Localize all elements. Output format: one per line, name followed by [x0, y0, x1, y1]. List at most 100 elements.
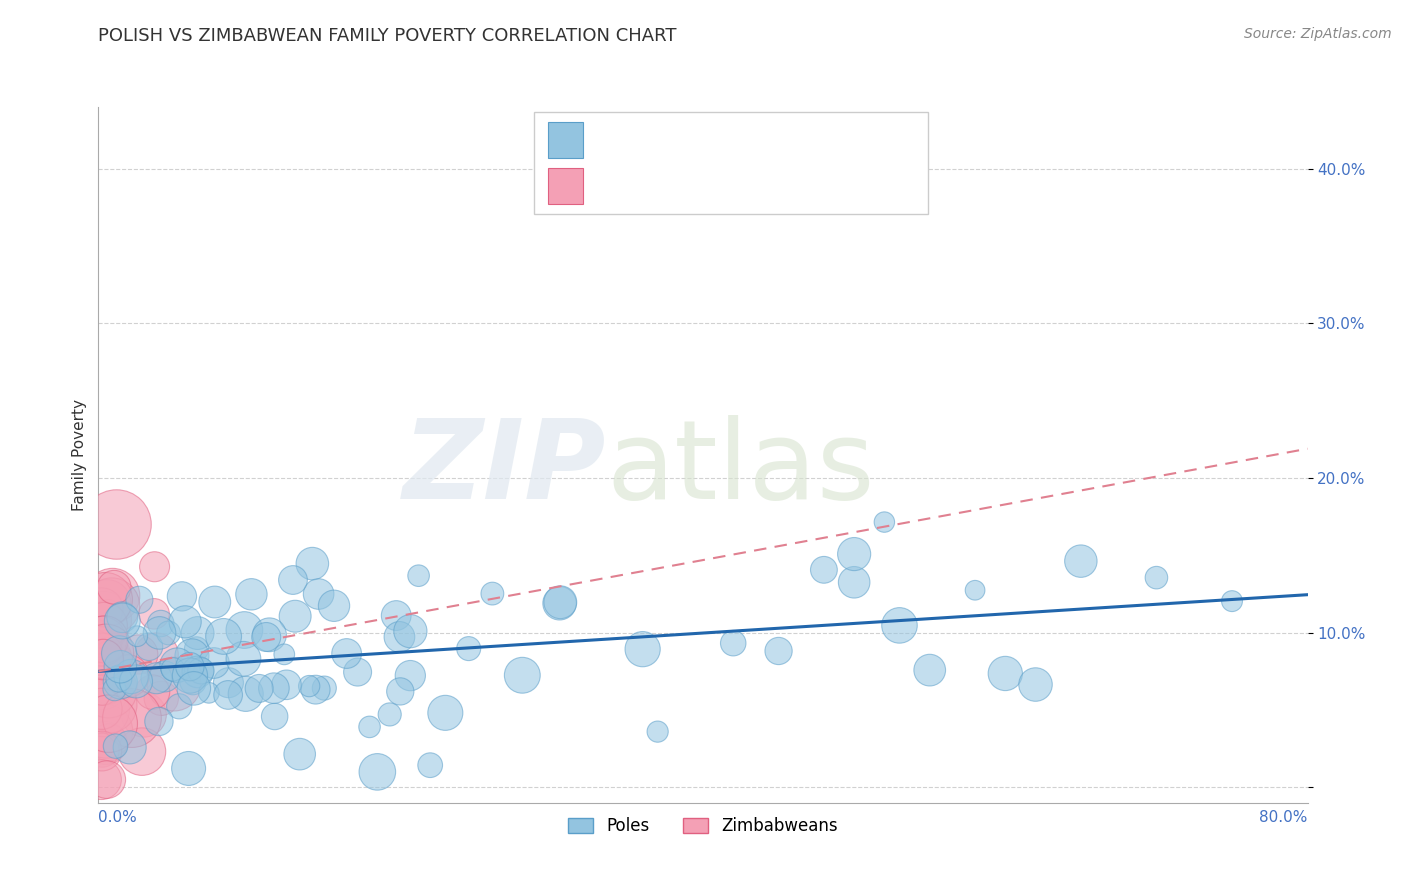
Point — [101, 599, 124, 613]
Point — [91, 683, 114, 698]
Point — [91, 703, 114, 717]
Point — [304, 682, 326, 697]
Point — [889, 618, 911, 632]
Point — [90, 744, 112, 758]
Text: R =  0.196: R = 0.196 — [591, 131, 679, 149]
Point — [399, 624, 422, 639]
Point — [510, 668, 533, 682]
Text: N = 47: N = 47 — [773, 178, 831, 195]
Point — [94, 724, 117, 739]
Point — [162, 662, 184, 676]
Point — [118, 740, 141, 755]
Point — [186, 641, 208, 656]
Point — [179, 659, 201, 673]
Point — [111, 610, 134, 624]
Point — [366, 764, 388, 779]
Point — [177, 762, 200, 776]
Point — [276, 678, 298, 692]
Point — [108, 646, 131, 660]
Point — [631, 642, 654, 657]
Text: atlas: atlas — [606, 416, 875, 523]
Point — [143, 559, 166, 574]
Point — [90, 702, 112, 716]
Point — [202, 656, 225, 670]
Point — [91, 638, 114, 652]
Point — [298, 679, 321, 693]
Point — [1144, 571, 1167, 585]
Point — [149, 616, 172, 631]
Point — [110, 659, 132, 673]
Point — [768, 644, 790, 658]
Text: Source: ZipAtlas.com: Source: ZipAtlas.com — [1244, 27, 1392, 41]
Point — [233, 623, 256, 637]
Point — [94, 592, 117, 607]
Point — [117, 669, 139, 683]
Point — [254, 630, 277, 644]
Point — [150, 691, 173, 706]
Point — [96, 597, 118, 611]
Point — [120, 669, 142, 683]
Point — [240, 587, 263, 601]
Point — [127, 629, 149, 643]
Y-axis label: Family Poverty: Family Poverty — [72, 399, 87, 511]
Point — [132, 707, 155, 722]
Point — [183, 681, 205, 696]
Point — [91, 630, 114, 644]
Point — [873, 515, 896, 529]
Point — [346, 665, 368, 679]
Point — [138, 640, 160, 654]
Point — [91, 678, 114, 692]
Point — [323, 599, 346, 613]
Point — [90, 602, 112, 616]
Point — [408, 568, 430, 582]
Point — [94, 736, 117, 750]
Text: R = 0.033: R = 0.033 — [591, 178, 673, 195]
Point — [198, 686, 221, 700]
Point — [110, 674, 132, 689]
Point — [918, 663, 941, 677]
Point — [128, 592, 150, 607]
Point — [98, 677, 121, 691]
Point — [91, 613, 114, 627]
Point — [91, 743, 114, 757]
Point — [378, 707, 401, 722]
Point — [217, 688, 239, 702]
Point — [399, 668, 422, 682]
Text: POLISH VS ZIMBABWEAN FAMILY POVERTY CORRELATION CHART: POLISH VS ZIMBABWEAN FAMILY POVERTY CORR… — [98, 27, 676, 45]
Point — [97, 682, 120, 697]
Point — [179, 668, 201, 682]
Point — [111, 614, 134, 628]
Text: N = 95: N = 95 — [773, 131, 831, 149]
Point — [259, 628, 281, 642]
Point — [212, 629, 235, 643]
Point — [204, 595, 226, 609]
Point — [723, 636, 745, 650]
Point — [145, 648, 167, 662]
Point — [131, 745, 153, 759]
Point — [647, 724, 669, 739]
Point — [174, 615, 197, 629]
Text: 80.0%: 80.0% — [1260, 810, 1308, 825]
Point — [434, 706, 457, 720]
Point — [127, 648, 149, 662]
Point — [94, 632, 117, 647]
Point — [103, 682, 125, 697]
Point — [273, 648, 295, 662]
Point — [108, 672, 131, 686]
Point — [288, 747, 311, 761]
Point — [314, 681, 336, 695]
Point — [388, 630, 411, 644]
Point — [97, 698, 120, 712]
Point — [336, 647, 359, 661]
Point — [93, 618, 115, 632]
Point — [105, 517, 128, 532]
Point — [148, 626, 170, 640]
Point — [145, 671, 167, 685]
Text: 0.0%: 0.0% — [98, 810, 138, 825]
Point — [167, 699, 190, 714]
Point — [550, 595, 572, 609]
Point — [170, 590, 193, 604]
Point — [813, 563, 835, 577]
Point — [96, 651, 118, 665]
Point — [91, 673, 114, 687]
